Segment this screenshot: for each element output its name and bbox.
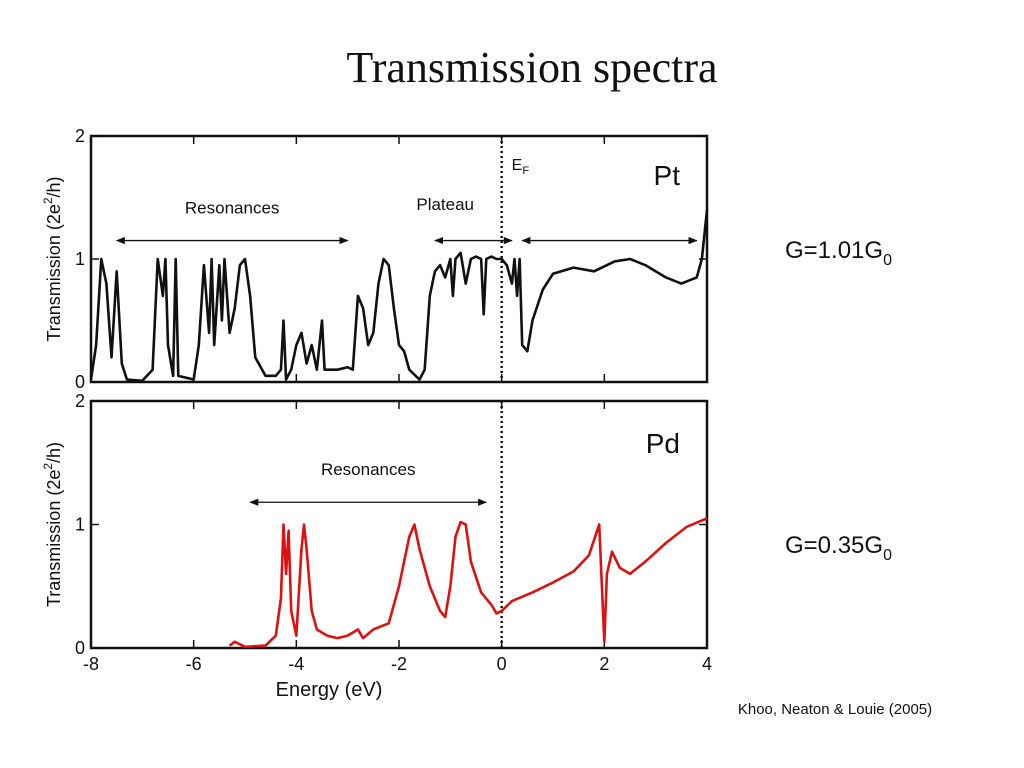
y-tick-label: 2 [75,391,85,411]
y-axis-label-part: Transmission (2e [44,470,64,607]
y-axis-label: Transmission (2e2/h) [41,176,64,341]
y-tick-label: 2 [75,126,85,146]
y-tick-label: 0 [75,372,85,392]
spectrum-line [89,209,709,383]
x-tick-label: -8 [83,654,99,674]
y-tick-label: 1 [75,249,85,269]
fermi-label-main: E [512,157,523,174]
y-axis-label-part: /h) [44,442,64,463]
x-tick-label: 2 [599,654,609,674]
y-tick-label: 0 [75,638,85,658]
fermi-label: EF [512,157,530,177]
y-axis-label-sup: 2 [41,463,55,470]
annotation-label: Plateau [416,195,474,214]
x-tick-label: -2 [391,654,407,674]
y-axis-label-part: /h) [44,176,64,197]
spectrum-line [228,517,708,649]
x-tick-label: 0 [497,654,507,674]
x-tick-label: -4 [288,654,304,674]
citation: Khoo, Neaton & Louie (2005) [738,701,932,718]
conductance-note-sub: 0 [883,547,892,564]
x-tick-label: 4 [702,654,712,674]
conductance-note-main: G=0.35G [785,532,883,559]
y-axis-label-sup: 2 [41,197,55,204]
conductance-note-sub: 0 [883,252,892,269]
x-tick-label: -6 [186,654,202,674]
annotation-label: Resonances [321,460,416,479]
y-tick-label: 1 [75,515,85,535]
y-axis-label-part: Transmission (2e [44,204,64,341]
conductance-note-main: G=1.01G [785,237,883,264]
conductance-note: G=1.01G0 [785,237,892,269]
y-axis-label: Transmission (2e2/h) [41,442,64,607]
slide-title: Transmission spectra [346,43,717,92]
metal-label: Pt [654,160,681,191]
fermi-label-sub: F [522,165,529,177]
conductance-note: G=0.35G0 [785,532,892,564]
metal-label: Pd [646,428,680,459]
annotation-label: Resonances [185,198,280,217]
plot-frame [89,399,709,650]
x-axis-label: Energy (eV) [276,679,383,701]
